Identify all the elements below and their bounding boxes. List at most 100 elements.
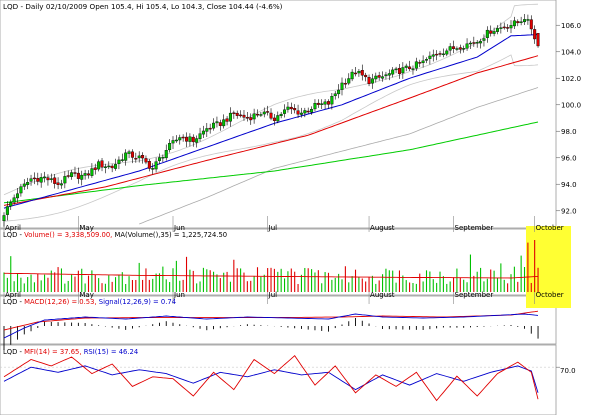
candle	[404, 63, 408, 72]
candle	[337, 84, 341, 99]
candle	[286, 102, 290, 113]
candle	[29, 174, 33, 186]
candle	[107, 161, 111, 170]
candle	[387, 69, 391, 81]
candle	[262, 107, 266, 118]
candle	[377, 71, 381, 81]
candle	[208, 123, 212, 134]
candle	[93, 163, 97, 175]
candle	[276, 111, 280, 124]
candle	[519, 16, 523, 26]
candle	[171, 136, 175, 149]
candle	[512, 16, 516, 30]
candle	[235, 110, 239, 119]
mfi-level-label: 70.0	[560, 367, 576, 375]
candle	[516, 19, 520, 27]
candle	[205, 123, 209, 138]
signal-label: Signal(12,26,9) = 0.74	[97, 298, 176, 306]
candle	[465, 38, 469, 51]
price-tick-label: 100.0	[561, 101, 581, 109]
mfi-label-prefix: LQD -	[3, 348, 24, 356]
candle	[127, 149, 131, 159]
candle	[66, 170, 70, 179]
candle	[266, 105, 270, 116]
candle	[523, 13, 527, 25]
price-tick-label: 106.0	[561, 22, 581, 30]
candle	[110, 163, 114, 173]
candle	[354, 67, 358, 77]
candle	[441, 48, 445, 58]
candle	[178, 134, 182, 145]
candle	[482, 34, 486, 47]
candle	[445, 48, 449, 57]
candle	[489, 25, 493, 37]
candle	[533, 25, 537, 44]
candle	[421, 55, 425, 68]
candle	[357, 68, 361, 77]
candle	[492, 27, 496, 37]
candle	[228, 107, 232, 127]
candle	[83, 169, 87, 180]
candle	[289, 102, 293, 115]
candle	[86, 170, 90, 179]
candle	[222, 114, 226, 129]
ma-50-line	[3, 55, 539, 206]
candle	[225, 116, 229, 126]
ma-200-line	[3, 121, 539, 204]
candle	[130, 149, 134, 164]
volume-label-value: Volume() = 3,338,509.00,	[24, 231, 112, 239]
candle	[431, 49, 435, 62]
candle	[283, 104, 287, 118]
candle	[245, 111, 249, 122]
mfi-line	[3, 355, 539, 402]
candle	[117, 156, 121, 170]
candle	[526, 14, 530, 25]
candle	[323, 99, 327, 110]
price-tick-label: 98.0	[561, 128, 577, 136]
ma-20-line	[3, 34, 539, 209]
mfi-layer	[0, 355, 560, 402]
candle	[114, 158, 118, 171]
candle	[350, 69, 354, 82]
candle	[188, 133, 192, 147]
candle	[90, 163, 94, 178]
axis-layer: April April May May Jun Jun Jul Jul August August…	[5, 22, 581, 299]
candle	[269, 108, 273, 121]
candle	[479, 38, 483, 49]
candle	[181, 134, 185, 142]
candle	[296, 104, 300, 119]
candle	[364, 72, 368, 82]
candle	[370, 73, 374, 89]
candle	[185, 132, 189, 148]
candle	[397, 64, 401, 79]
candle	[9, 199, 13, 210]
candle	[343, 78, 347, 89]
candle	[502, 22, 506, 30]
candle	[506, 24, 510, 32]
candle	[157, 153, 161, 165]
candle	[46, 174, 50, 186]
candle	[272, 113, 276, 126]
candle	[252, 108, 256, 124]
candle	[12, 194, 16, 205]
candle	[367, 74, 371, 87]
macd-label: LQD - MACD(12,26) = 0.53, Signal(12,26,9…	[3, 298, 176, 306]
candle	[320, 99, 324, 109]
candle	[313, 99, 317, 112]
candle	[293, 104, 297, 114]
candle	[154, 157, 158, 173]
candle	[256, 109, 260, 118]
month-label: April	[5, 291, 21, 299]
candle	[103, 163, 107, 174]
candle	[381, 71, 385, 82]
volume-ma-label: MA(Volume(),35) = 1,225,724.50	[112, 231, 227, 239]
candle	[425, 57, 429, 64]
candle	[137, 151, 141, 163]
candle	[428, 51, 432, 65]
candle	[232, 110, 236, 119]
candle	[509, 20, 513, 34]
candle	[147, 159, 151, 172]
candle	[485, 26, 489, 43]
candle	[529, 15, 533, 35]
